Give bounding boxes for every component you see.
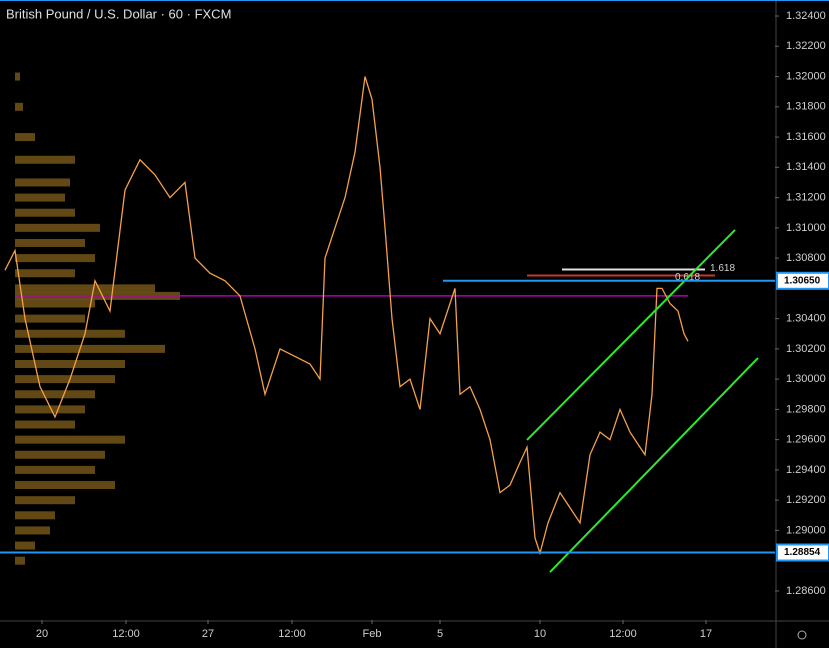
y-tick-label: 1.31400 [786, 161, 826, 173]
y-tick-label: 1.29400 [786, 464, 826, 476]
y-tick-label: 1.30400 [786, 313, 826, 325]
volume-profile-bar [15, 178, 70, 187]
volume-profile-bar [15, 481, 115, 490]
y-tick-label: 1.30200 [786, 343, 826, 355]
y-tick-label: 1.32200 [786, 40, 826, 52]
y-tick-label: 1.31000 [786, 222, 826, 234]
y-tick-label: 1.29000 [786, 524, 826, 536]
volume-profile-bar [15, 435, 125, 444]
y-tick-label: 1.29200 [786, 494, 826, 506]
y-tick-label: 1.30800 [786, 252, 826, 264]
channel-line [526, 229, 736, 441]
volume-profile-bar [15, 375, 115, 384]
x-tick-label: 10 [534, 628, 546, 640]
volume-profile-bar [15, 390, 95, 399]
channel-line [549, 357, 759, 573]
y-tick-label: 1.31200 [786, 191, 826, 203]
volume-profile-bar [15, 72, 20, 81]
price-badge [776, 271, 829, 290]
y-tick-label: 1.32000 [786, 70, 826, 82]
volume-profile-bar [15, 133, 35, 142]
volume-profile-bar [15, 526, 50, 535]
volume-profile-bar [15, 314, 85, 323]
volume-profile-bar [15, 223, 100, 232]
volume-profile-bar [15, 496, 75, 505]
x-tick-label: 12:00 [112, 628, 140, 640]
y-tick-label: 1.32400 [786, 10, 826, 22]
price-badge [776, 543, 829, 562]
volume-profile-bar [15, 254, 95, 263]
volume-profile-bar [15, 208, 75, 217]
volume-profile-bar [15, 155, 75, 164]
volume-profile-bar [15, 193, 65, 202]
x-tick-label: Feb [363, 628, 382, 640]
x-tick-label: 5 [437, 628, 443, 640]
y-tick-label: 1.28600 [786, 585, 826, 597]
volume-profile-bar [15, 284, 155, 293]
price-badge-label: 1.28854 [784, 547, 821, 558]
volume-profile-bar [15, 238, 85, 247]
fib-label: 1.618 [710, 263, 735, 274]
x-tick-label: 20 [36, 628, 48, 640]
x-tick-label: 12:00 [278, 628, 306, 640]
volume-profile-bar [15, 102, 23, 111]
volume-profile-bar [15, 556, 25, 565]
y-tick-label: 1.29800 [786, 403, 826, 415]
price-line [4, 76, 689, 556]
price-badge-label: 1.30650 [784, 275, 821, 286]
volume-profile-bar [15, 299, 95, 308]
chart-title: British Pound / U.S. Dollar · 60 · FXCM [6, 6, 231, 21]
volume-profile-bar [15, 405, 85, 414]
volume-profile-bar [15, 465, 95, 474]
volume-profile-bar [15, 450, 105, 459]
y-tick-label: 1.31600 [786, 131, 826, 143]
volume-profile-bar [15, 344, 165, 353]
y-tick-label: 1.30000 [786, 373, 826, 385]
volume-profile-bar [15, 329, 125, 338]
x-tick-label: 17 [700, 628, 712, 640]
volume-profile-bar [15, 511, 55, 520]
volume-profile-bar [15, 541, 35, 550]
x-tick-label: 27 [202, 628, 214, 640]
y-tick-label: 1.31800 [786, 101, 826, 113]
settings-icon[interactable] [797, 630, 807, 640]
volume-profile-bar [15, 360, 125, 369]
volume-profile-bar [15, 269, 75, 278]
volume-profile-bar [15, 420, 75, 429]
y-tick-label: 1.29600 [786, 434, 826, 446]
x-tick-label: 12:00 [609, 628, 637, 640]
